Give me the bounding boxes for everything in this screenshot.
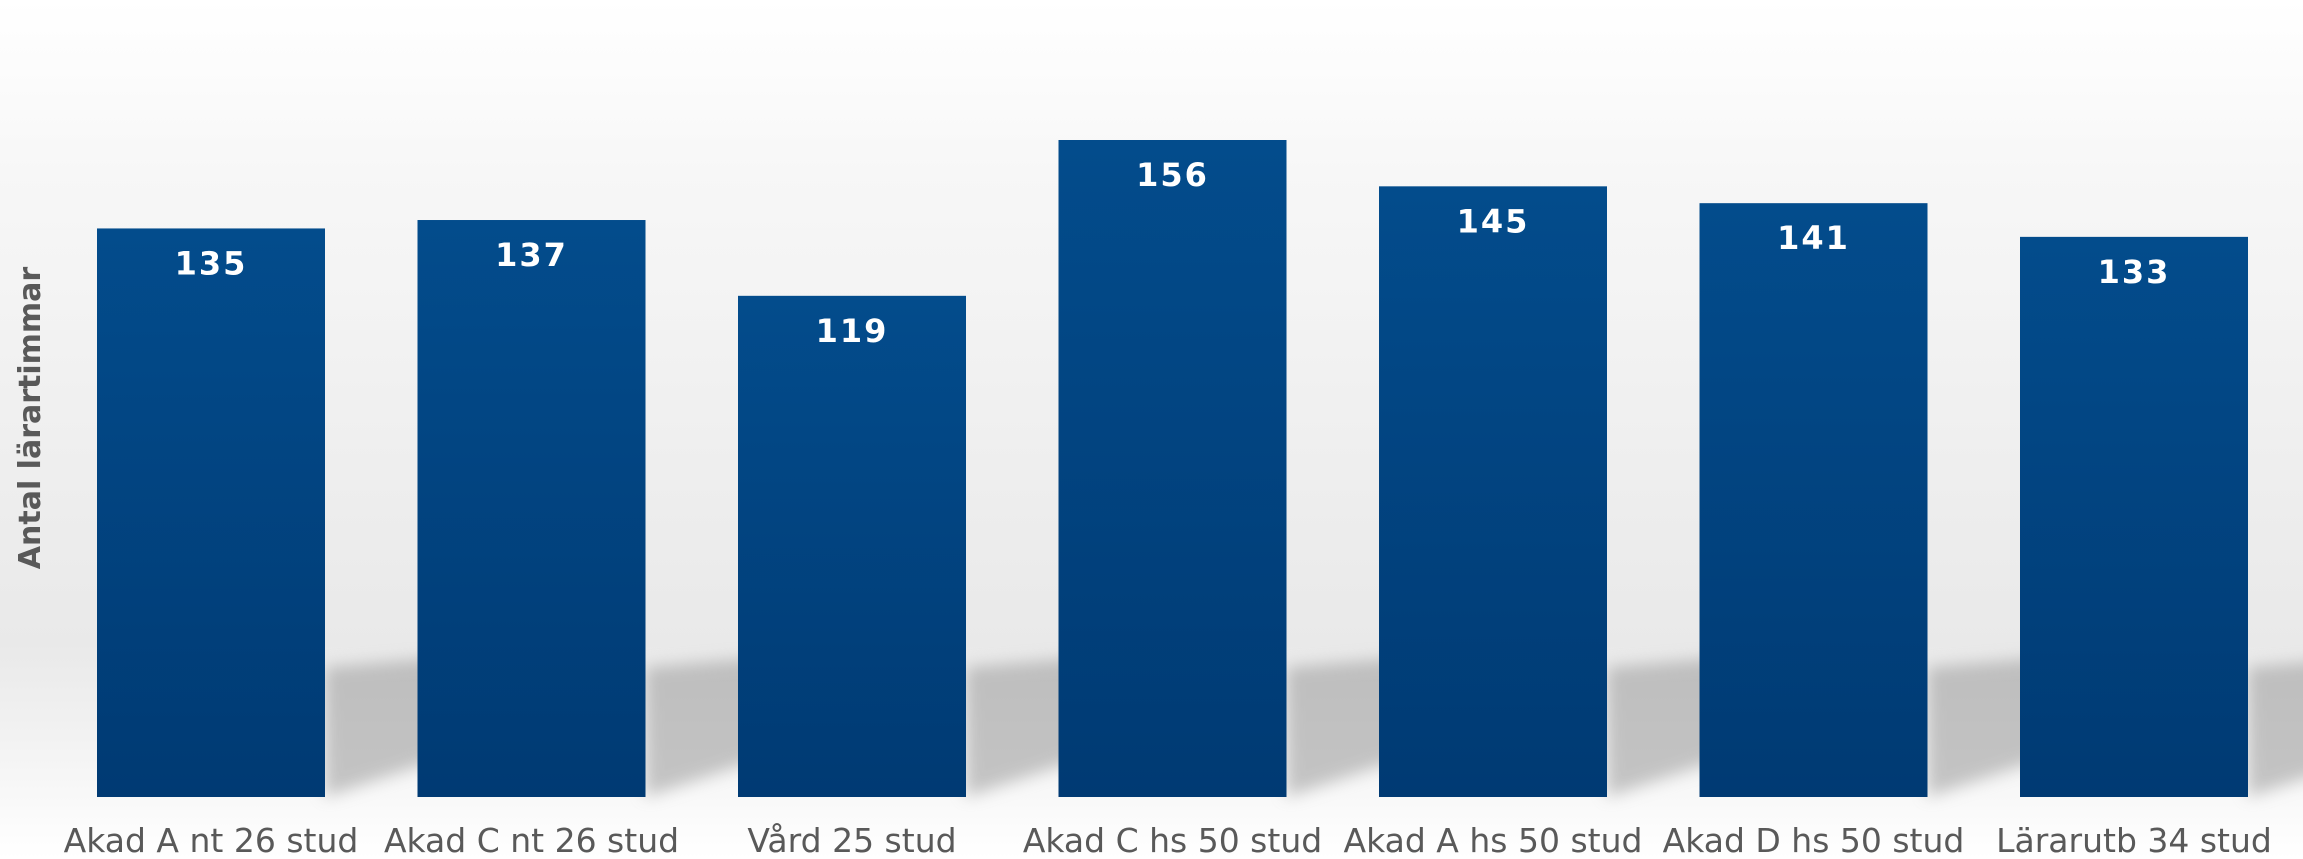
bar-shadow bbox=[2248, 662, 2303, 797]
y-axis-label: Antal lärartimmar bbox=[13, 267, 48, 570]
bar-value-label: 119 bbox=[816, 312, 889, 350]
x-tick-label: Akad A hs 50 stud bbox=[1344, 821, 1643, 859]
x-tick-label: Lärarutb 34 stud bbox=[1996, 821, 2272, 859]
bar-shadow bbox=[966, 657, 1086, 797]
bar-value-label: 135 bbox=[175, 244, 248, 282]
bar-shadow bbox=[1607, 657, 1727, 797]
bar-shadow bbox=[1927, 657, 2048, 797]
bar bbox=[738, 295, 966, 797]
x-tick-label: Akad D hs 50 stud bbox=[1663, 821, 1965, 859]
bar-value-label: 133 bbox=[2098, 253, 2171, 291]
bar bbox=[97, 228, 325, 797]
x-tick-label: Akad C hs 50 stud bbox=[1023, 821, 1322, 859]
x-tick-labels: Akad A nt 26 stud Akad C nt 26 stud Vård 2… bbox=[64, 821, 2272, 859]
bars bbox=[97, 140, 2248, 798]
bar-value-label: 141 bbox=[1777, 219, 1850, 257]
bar-shadows bbox=[325, 657, 2303, 797]
bar bbox=[2020, 236, 2248, 798]
bar-shadow bbox=[645, 657, 766, 797]
x-tick-label: Akad A nt 26 stud bbox=[64, 821, 359, 859]
bar-value-label: 156 bbox=[1136, 156, 1209, 194]
bar bbox=[1379, 186, 1607, 798]
bar-value-label: 145 bbox=[1457, 202, 1530, 240]
value-labels: 135 137 119 156 145 141 133 bbox=[175, 156, 2171, 350]
bar-shadow bbox=[1286, 657, 1407, 797]
x-tick-label: Vård 25 stud bbox=[747, 821, 956, 859]
bar-shadow bbox=[325, 657, 445, 797]
bar bbox=[1699, 203, 1928, 797]
bar bbox=[417, 220, 646, 797]
x-tick-label: Akad C nt 26 stud bbox=[384, 821, 679, 859]
bar-value-label: 137 bbox=[495, 236, 568, 274]
bar bbox=[1058, 140, 1287, 797]
